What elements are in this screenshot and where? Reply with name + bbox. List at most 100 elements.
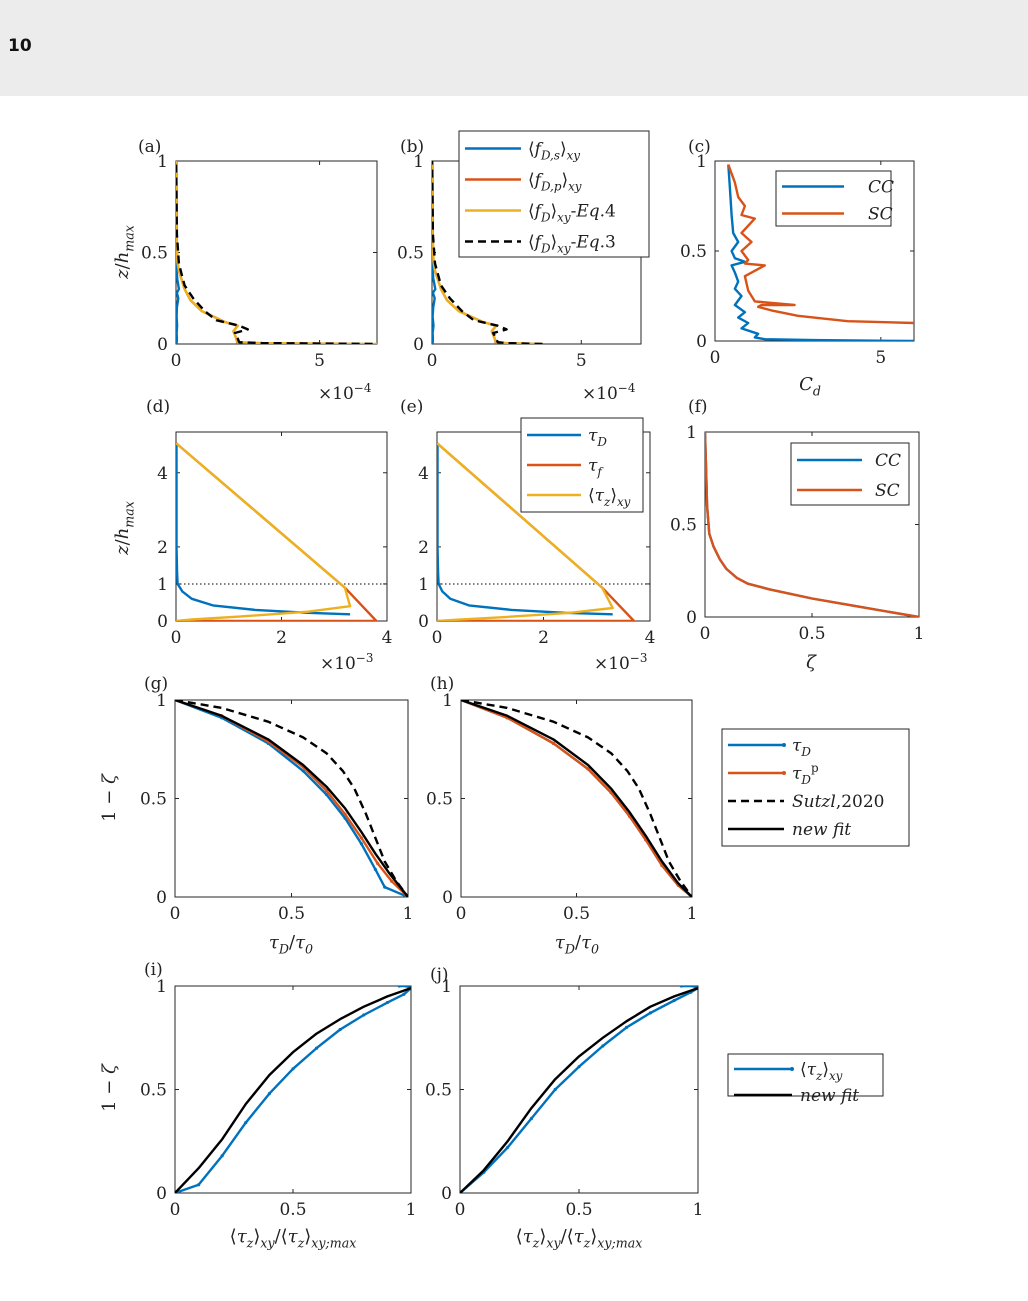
panel-e: 0 2 4 0 1 2 4 (e) ×10−3​ τD​ τf​ ⟨τz​⟩xy​ <box>400 397 655 674</box>
legend-entry: τf​ <box>588 456 604 479</box>
x-tick-label: 2 <box>276 628 287 648</box>
y-tick-label: 0 <box>418 612 429 632</box>
x-tick-label: 0.5 <box>278 904 305 924</box>
axes-box <box>174 985 412 1194</box>
series-line <box>461 700 692 897</box>
legend: τD​ τf​ ⟨τz​⟩xy​ <box>520 417 644 513</box>
y-tick-label: 1 <box>442 691 453 711</box>
series-line <box>461 700 692 897</box>
y-tick-label: 2 <box>157 538 168 558</box>
series-marker <box>551 741 556 745</box>
legend-entry: ⟨τz​⟩xy​ <box>588 486 631 509</box>
y-tick-label: 0 <box>156 1184 167 1204</box>
y-tick-label: 1 <box>418 575 429 595</box>
panel-label: (f) <box>688 397 708 417</box>
legend-entry: τD​ <box>588 426 607 449</box>
x-axis-label: ⟨τz​⟩xy​/⟨τz​⟩xy;max​ <box>516 1226 643 1250</box>
y-tick-label: 0 <box>157 335 168 355</box>
legend: CC SC <box>775 170 894 227</box>
y-axis-label: z/hmax​ <box>112 501 136 556</box>
series-marker <box>197 1183 201 1187</box>
series-marker <box>577 1065 581 1069</box>
series-marker <box>220 1154 224 1158</box>
axes-box <box>460 699 693 898</box>
series-marker <box>625 1025 629 1029</box>
x-tick-label: 0 <box>170 1200 181 1220</box>
y-tick-label: 1 <box>157 152 168 172</box>
x-tick-label: 0 <box>171 628 182 648</box>
y-tick-label: 0 <box>696 332 707 352</box>
x-tick-label: 4 <box>382 628 393 648</box>
y-tick-label: 0.5 <box>140 790 167 810</box>
series-line <box>432 161 437 344</box>
y-tick-label: 1 <box>696 152 707 172</box>
legend-entry: ⟨fD​⟩xy​-Eq.3 <box>528 233 616 256</box>
y-tick-label: 0.5 <box>426 790 453 810</box>
legend-entry: new fit <box>800 1086 859 1106</box>
y-tick-label: 0.5 <box>397 244 424 264</box>
legend-marker <box>782 771 786 775</box>
series-marker <box>376 861 380 866</box>
y-tick-label: 0.5 <box>680 242 707 262</box>
y-tick-label: 2 <box>418 538 429 558</box>
x-tick-label: 0 <box>456 904 467 924</box>
series-marker <box>529 1116 534 1121</box>
panel-label: (h) <box>430 674 454 694</box>
series-marker <box>291 1067 295 1071</box>
series-marker <box>506 1145 510 1150</box>
panel-f: 0 0.5 1 0 0.5 1 (f) ζ CC SC <box>670 397 924 673</box>
series-marker <box>362 1013 366 1017</box>
series-line <box>175 700 408 897</box>
panel-a: 0 5 0 0.5 1(a) ×10−4​ z/hmax​ <box>112 137 378 404</box>
series-line <box>432 161 543 344</box>
x-tick-label: 0 <box>432 628 443 648</box>
y-tick-label: 0 <box>441 1184 452 1204</box>
x-tick-label: 0 <box>455 1200 466 1220</box>
y-tick-label: 1 <box>413 152 424 172</box>
legend-marker <box>782 743 786 747</box>
series-marker <box>601 1044 605 1048</box>
legend-entry: SC <box>875 481 900 501</box>
y-tick-label: 1 <box>156 691 167 711</box>
x-tick-label: 1 <box>693 1200 704 1220</box>
y-tick-label: 0.5 <box>670 516 697 536</box>
y-axis-label: z/hmax​ <box>112 225 136 280</box>
series-marker <box>586 767 590 771</box>
legend-entry: τD​ <box>792 736 811 759</box>
legend-entry: SC <box>868 205 893 225</box>
x-tick-label: 5 <box>576 351 587 371</box>
panel-label: (c) <box>688 137 711 157</box>
series-marker <box>383 885 387 889</box>
series-marker <box>691 986 695 988</box>
x-tick-label: 5 <box>314 351 325 371</box>
series-marker <box>390 879 394 883</box>
panel-c: 0 5 0 0.5 1(c) Cd​ CC SC <box>680 137 915 398</box>
series-line <box>176 161 377 344</box>
legend-entry: ⟨τz​⟩xy​ <box>800 1060 843 1083</box>
y-tick-label: 0.5 <box>141 244 168 264</box>
y-tick-label: 1 <box>156 977 167 997</box>
x-tick-label: 4 <box>645 628 656 648</box>
panel-label: (d) <box>146 397 170 417</box>
y-tick-label: 1 <box>157 575 168 595</box>
panel-label: (i) <box>144 960 163 980</box>
legend-entry: new fit <box>792 820 851 840</box>
y-tick-label: 4 <box>157 464 168 484</box>
legend-marker <box>790 1067 794 1071</box>
axes-box <box>459 985 699 1194</box>
y-tick-label: 1 <box>441 977 452 997</box>
y-axis-label: 1 − ζ <box>99 1063 120 1112</box>
series-marker <box>267 1092 271 1096</box>
x-tick-label: 0 <box>170 904 181 924</box>
series-line <box>176 161 239 344</box>
legend-entry: τD​p​ <box>792 761 819 787</box>
panel-label: (j) <box>430 965 449 985</box>
y-axis-label: 1 − ζ <box>99 773 120 822</box>
legend-entry: Sutzl,2020 <box>792 792 885 812</box>
x-multiplier: ×10−4​ <box>318 381 371 404</box>
series-marker <box>404 986 408 988</box>
x-multiplier: ×10−3​ <box>320 651 373 674</box>
y-tick-label: 0 <box>413 335 424 355</box>
series-line <box>175 700 408 897</box>
